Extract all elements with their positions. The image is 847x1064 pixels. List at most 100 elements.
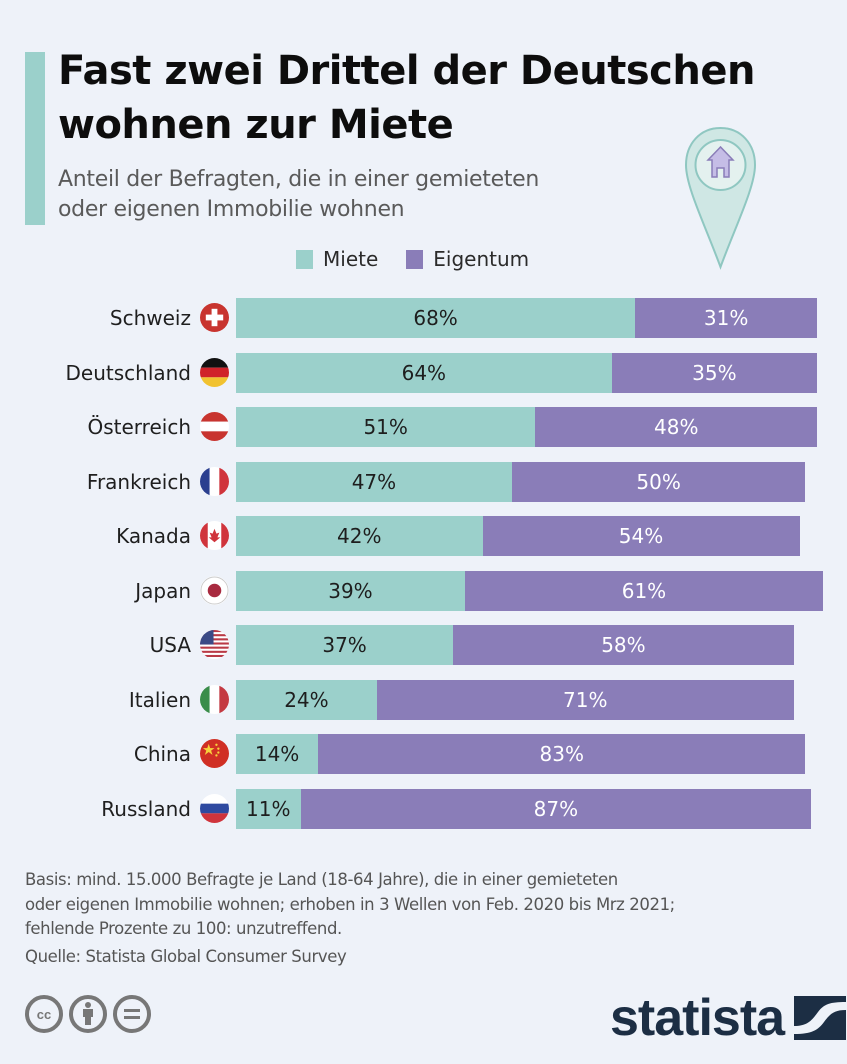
data-label-miete: 68% (413, 306, 458, 330)
chart-row: Österreich 51% 48% (0, 407, 847, 447)
bar-miete: 14% (236, 734, 319, 774)
legend-swatch-miete (296, 249, 313, 269)
flag-canada-icon (200, 521, 229, 550)
bar-miete: 42% (236, 516, 483, 556)
data-label-eigentum: 87% (533, 796, 579, 821)
category-label: Deutschland (65, 360, 192, 385)
data-label-eigentum: 50% (636, 469, 681, 494)
bar-miete: 11% (236, 788, 301, 829)
cc-icon-text: cc (36, 1006, 52, 1022)
location-pin-house-icon (684, 126, 757, 270)
category-label: Frankreich (86, 469, 191, 494)
flag-germany-icon (200, 357, 229, 387)
flag-usa-icon (200, 630, 229, 659)
data-label-eigentum: 35% (692, 360, 737, 385)
bar-miete: 68% (236, 298, 636, 338)
chart-row: Schweiz 68% 31% (0, 298, 847, 338)
data-label-eigentum: 61% (621, 578, 667, 603)
legend-item-eigentum: Eigentum (406, 247, 529, 271)
data-label-miete: 11% (246, 796, 291, 821)
flag-china-icon (200, 739, 229, 768)
bar-eigentum: 58% (453, 625, 794, 665)
footnote-line-1: Basis: mind. 15.000 Befragte je Land (18… (25, 870, 618, 889)
bar-eigentum: 48% (535, 407, 818, 447)
chart-row: China 14% 83% (0, 734, 847, 774)
bar-eigentum: 87% (300, 788, 812, 829)
chart-subtitle: Anteil der Befragten, die in einer gemie… (58, 165, 678, 225)
data-label-miete: 42% (337, 524, 382, 548)
category-label: Italien (128, 687, 191, 712)
flag-austria-icon (200, 412, 229, 441)
bar-miete: 64% (236, 352, 612, 393)
category-label: Russland (101, 796, 191, 821)
legend-label-miete: Miete (323, 247, 379, 271)
bar-miete: 39% (236, 570, 465, 611)
title-line-1: Fast zwei Drittel der Deutschen (58, 48, 755, 94)
data-label-eigentum: 83% (539, 742, 584, 766)
bar-eigentum: 83% (318, 734, 806, 774)
flag-switzerland-icon (200, 303, 229, 332)
legend-swatch-eigentum (406, 249, 424, 269)
source-note: Quelle: Statista Global Consumer Survey (25, 947, 347, 966)
data-label-miete: 51% (363, 415, 408, 439)
bar-eigentum: 71% (376, 679, 794, 720)
category-label: Schweiz (109, 306, 191, 330)
cc-icon[interactable]: cc (25, 995, 63, 1033)
flag-russia-icon (200, 793, 229, 823)
chart-row: Kanada 42% 54% (0, 516, 847, 556)
data-label-eigentum: 48% (654, 415, 699, 439)
bar-miete: 37% (236, 625, 454, 665)
data-label-miete: 14% (254, 742, 300, 766)
data-label-miete: 24% (284, 687, 329, 712)
chart-row: Russland 11% 87% (0, 788, 847, 829)
category-label: Österreich (87, 415, 192, 439)
title-accent-bar (25, 52, 45, 225)
data-label-miete: 64% (401, 360, 447, 385)
bar-eigentum: 61% (464, 570, 823, 611)
data-label-miete: 47% (351, 469, 397, 494)
chart-row: USA 37% 58% (0, 625, 847, 665)
chart-row: Japan 39% 61% (0, 570, 847, 611)
subtitle-line-1: Anteil der Befragten, die in einer gemie… (58, 167, 540, 192)
data-label-eigentum: 31% (703, 306, 749, 330)
bar-eigentum: 50% (511, 461, 806, 502)
chart-row: Deutschland 64% 35% (0, 352, 847, 393)
category-label: China (133, 742, 191, 766)
data-label-miete: 39% (328, 578, 373, 603)
data-label-eigentum: 71% (563, 687, 608, 712)
legend-item-miete: Miete (296, 247, 378, 271)
data-label-eigentum: 58% (601, 633, 646, 657)
subtitle-line-2: oder eigenen Immobilie wohnen (58, 197, 405, 222)
statista-logo[interactable]: statista (610, 988, 847, 1048)
legend: Miete Eigentum (296, 247, 547, 271)
bar-miete: 51% (236, 407, 536, 447)
footnote: Basis: mind. 15.000 Befragte je Land (18… (25, 868, 825, 942)
chart-row: Italien 24% 71% (0, 679, 847, 720)
flag-japan-icon (200, 575, 229, 605)
statista-wordmark: statista (610, 989, 785, 1047)
bar-miete: 24% (236, 679, 377, 720)
attribution-icon[interactable] (69, 995, 107, 1033)
data-label-miete: 37% (322, 633, 367, 657)
bar-eigentum: 31% (635, 298, 818, 338)
bar-eigentum: 35% (611, 352, 818, 393)
statista-logo-icon (794, 996, 847, 1040)
category-label: USA (149, 633, 191, 657)
person-glyph (83, 1002, 93, 1025)
data-label-eigentum: 54% (618, 524, 664, 548)
legend-label-eigentum: Eigentum (433, 247, 530, 271)
footnote-line-3: fehlende Prozente zu 100: unzutreffend. (25, 919, 342, 938)
bar-eigentum: 54% (482, 516, 800, 556)
chart-title: Fast zwei Drittel der Deutschen wohnen z… (58, 44, 838, 152)
license-icons: cc (25, 995, 151, 1033)
title-line-2: wohnen zur Miete (58, 102, 454, 148)
no-derivatives-icon[interactable] (113, 995, 151, 1033)
flag-france-icon (200, 466, 229, 496)
category-label: Kanada (116, 524, 191, 548)
chart-row: Frankreich 47% 50% (0, 461, 847, 502)
equals-glyph (124, 1009, 140, 1019)
footnote-line-2: oder eigenen Immobilie wohnen; erhoben i… (25, 894, 675, 914)
category-label: Japan (135, 578, 191, 603)
flag-italy-icon (200, 684, 229, 714)
bar-miete: 47% (236, 461, 512, 502)
